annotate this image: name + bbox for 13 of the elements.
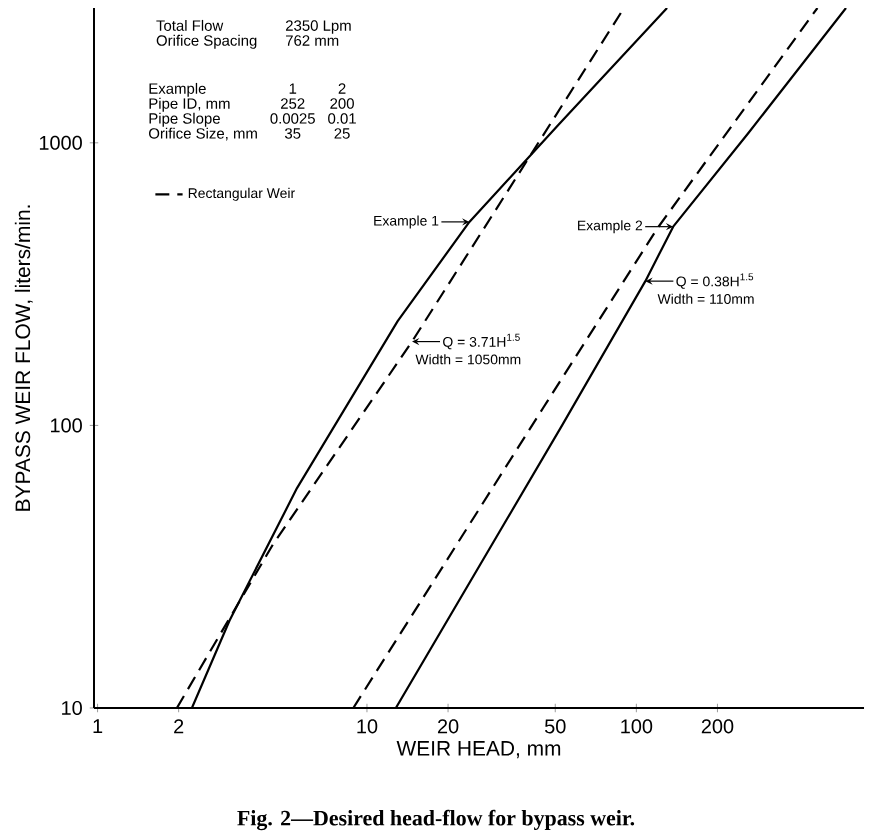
x-tick-label: 50 [544, 719, 566, 734]
x-tick-label: 200 [701, 719, 734, 734]
y-tick-label: 100 [51, 418, 82, 433]
y-axis-title: BYPASS WEIR FLOW, liters/min. [14, 205, 33, 511]
x-tick-label: 10 [357, 719, 378, 734]
x-axis-title: WEIR HEAD, mm [396, 741, 561, 759]
text: Fig. 2—Desired head-flow for bypass weir. [237, 809, 635, 831]
y-tick-label: 1000 [39, 135, 82, 150]
y-tick-label: 10 [62, 700, 82, 716]
x-tick-label: 20 [437, 719, 459, 734]
x-tick-label: 2 [174, 719, 184, 734]
x-tick-label: 100 [621, 719, 653, 734]
x-tick-label: 1 [93, 719, 103, 733]
